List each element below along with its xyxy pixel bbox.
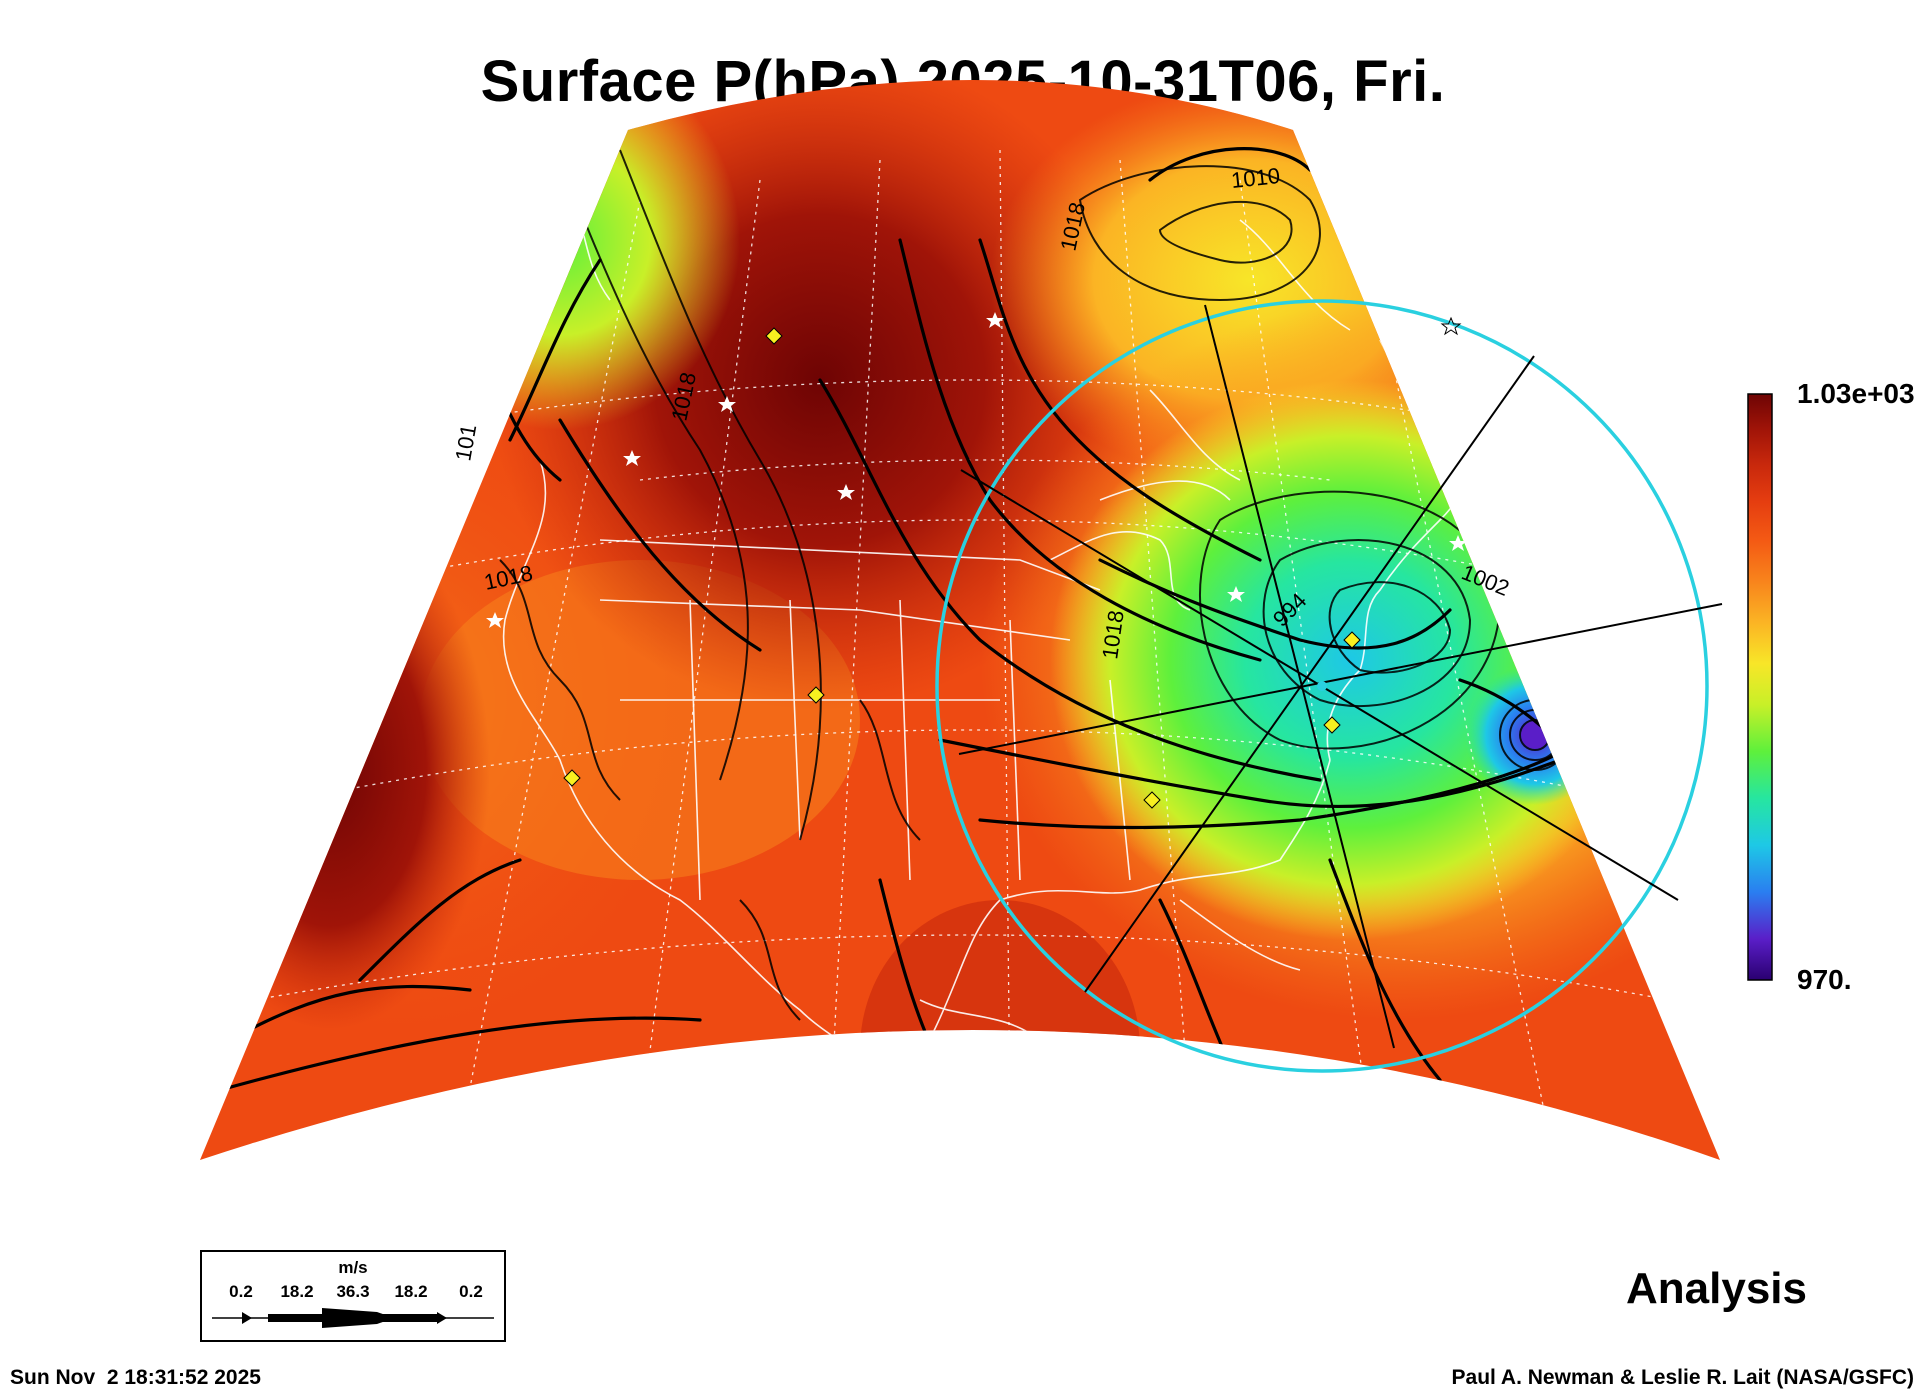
wind-key-label: 0.2 — [459, 1282, 483, 1301]
colorbar-max-label: 1.03e+03 — [1797, 378, 1915, 409]
contour-label: 1010 — [1230, 163, 1281, 193]
wind-key-unit: m/s — [338, 1258, 368, 1277]
contour-label: 101 — [450, 422, 481, 463]
wind-key-arrow — [212, 1308, 494, 1328]
cross-lines — [958, 304, 1723, 1049]
colorbar — [1747, 393, 1773, 981]
station-stars — [486, 312, 1467, 628]
footer-timestamp: Sun Nov 2 18:31:52 2025 — [10, 1366, 261, 1389]
wind-key-label: 18.2 — [280, 1282, 314, 1301]
wind-key: m/s 0.2 18.2 36.3 18.2 0.2 — [200, 1250, 506, 1342]
wind-key-label: 36.3 — [336, 1282, 370, 1301]
outer-star — [1440, 316, 1462, 336]
range-circle — [935, 299, 1709, 1073]
center-marker — [1317, 681, 1327, 691]
footer-credit: Paul A. Newman & Leslie R. Lait (NASA/GS… — [1451, 1366, 1914, 1389]
wind-key-label: 18.2 — [394, 1282, 428, 1301]
analysis-label: Analysis — [1626, 1264, 1807, 1313]
station-diamonds — [563, 327, 1361, 809]
colorbar-min-label: 970. — [1797, 964, 1852, 995]
wind-key-label: 0.2 — [229, 1282, 253, 1301]
